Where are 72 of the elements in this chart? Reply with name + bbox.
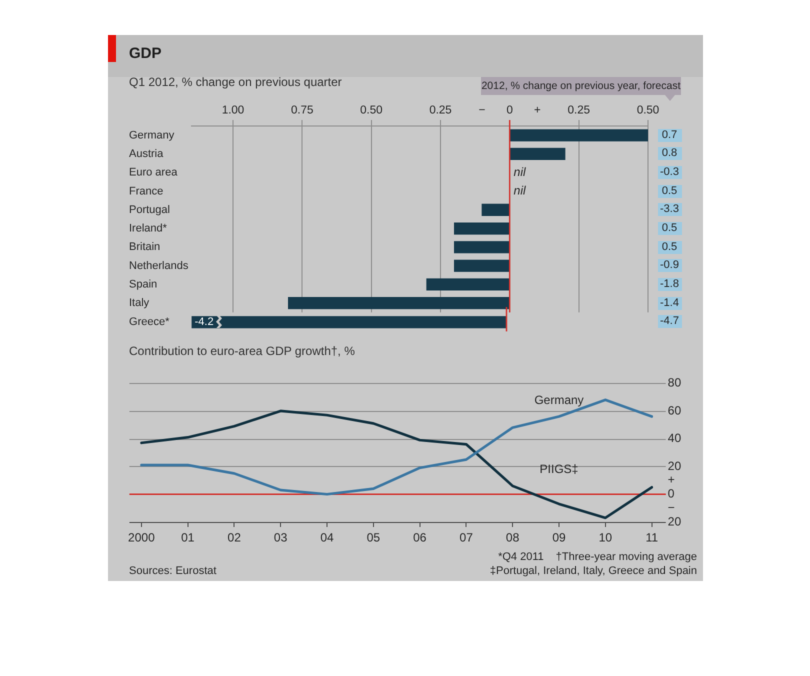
- x-tick-label: 0.25: [429, 104, 452, 116]
- bar: [482, 204, 510, 216]
- x-tick-label: +: [534, 104, 541, 116]
- data-label: -4.7: [658, 315, 682, 328]
- x-tick-label: 02: [228, 530, 242, 545]
- bar: [454, 222, 510, 235]
- y-tick-label: 20: [668, 514, 682, 528]
- data-label: -0.3: [658, 166, 682, 180]
- bar: [426, 278, 510, 291]
- bar: [510, 129, 648, 142]
- x-tick-label: 2000: [128, 530, 156, 545]
- chart-title: Contribution to euro-area GDP growth†, %: [129, 344, 355, 358]
- y-tick-label: Portugal: [129, 204, 170, 216]
- text: ‡Portugal, Ireland, Italy, Greece and Spain: [490, 564, 697, 578]
- data-label: nil: [514, 164, 526, 179]
- bar: [510, 148, 566, 160]
- y-tick-label: 0: [668, 486, 675, 501]
- y-tick-label: 20: [668, 458, 682, 473]
- y-tick-label: 60: [668, 403, 682, 418]
- y-tick-label: +: [668, 472, 675, 487]
- x-tick-label: 0.75: [290, 104, 314, 116]
- y-tick-label: Italy: [129, 297, 150, 310]
- text: 2012, % change on previous year, forecast: [481, 77, 681, 95]
- data-label: 0.7: [658, 128, 682, 142]
- y-tick-label: 80: [668, 376, 682, 390]
- data-label: -4.2: [194, 316, 214, 328]
- x-tick-label: 06: [413, 530, 427, 545]
- data-label: 0.5: [658, 240, 682, 254]
- text: †Three-year moving average: [556, 550, 697, 564]
- x-tick-label: 01: [181, 530, 195, 545]
- data-label: 0.5: [658, 222, 682, 236]
- x-tick-label: 05: [366, 530, 380, 545]
- y-tick-label: Austria: [129, 148, 164, 160]
- y-tick-label: 40: [668, 431, 682, 446]
- y-tick-label: −: [668, 500, 675, 514]
- y-tick-label: Germany: [129, 129, 175, 142]
- x-tick-label: 0.50: [636, 104, 660, 116]
- x-tick-label: 08: [506, 530, 520, 545]
- y-tick-label: Euro area: [129, 166, 178, 179]
- data-label: -3.3: [658, 203, 682, 216]
- x-tick-label: 0.50: [360, 104, 383, 116]
- x-tick-label: 03: [274, 530, 288, 545]
- data-label: 0.8: [658, 147, 682, 160]
- y-tick-label: Netherlands: [129, 260, 189, 272]
- bar: [288, 297, 510, 310]
- source-note: Sources: Eurostat: [129, 564, 216, 578]
- y-tick-label: Spain: [129, 278, 158, 290]
- x-tick-label: 04: [320, 530, 334, 545]
- bar: [454, 260, 510, 272]
- chart-title: GDP: [129, 45, 162, 62]
- x-tick-label: 0: [506, 104, 513, 116]
- x-tick-label: 1.00: [222, 104, 244, 116]
- x-tick-label: 10: [598, 530, 612, 545]
- y-tick-label: Britain: [129, 241, 160, 254]
- data-label: 0.5: [658, 184, 682, 198]
- text: *Q4 2011: [498, 550, 544, 564]
- data-label: -1.4: [658, 296, 682, 310]
- y-tick-label: Ireland*: [129, 222, 168, 235]
- y-tick-label: Greece*: [129, 316, 170, 328]
- data-label: nil: [514, 184, 526, 198]
- x-tick-label: −: [478, 104, 486, 116]
- bar: [454, 241, 510, 254]
- x-tick-label: 07: [460, 530, 474, 545]
- chart-subtitle: Q1 2012, % change on previous quarter: [129, 75, 342, 89]
- data-label: -1.8: [658, 278, 682, 291]
- x-tick-label: 09: [552, 530, 566, 545]
- x-tick-label: 11: [646, 530, 658, 545]
- y-tick-label: France: [129, 185, 164, 198]
- series-label: Germany: [534, 392, 584, 407]
- x-tick-label: 0.25: [568, 104, 590, 116]
- series-label: PIIGS‡: [540, 462, 578, 476]
- data-label: -0.9: [658, 259, 682, 272]
